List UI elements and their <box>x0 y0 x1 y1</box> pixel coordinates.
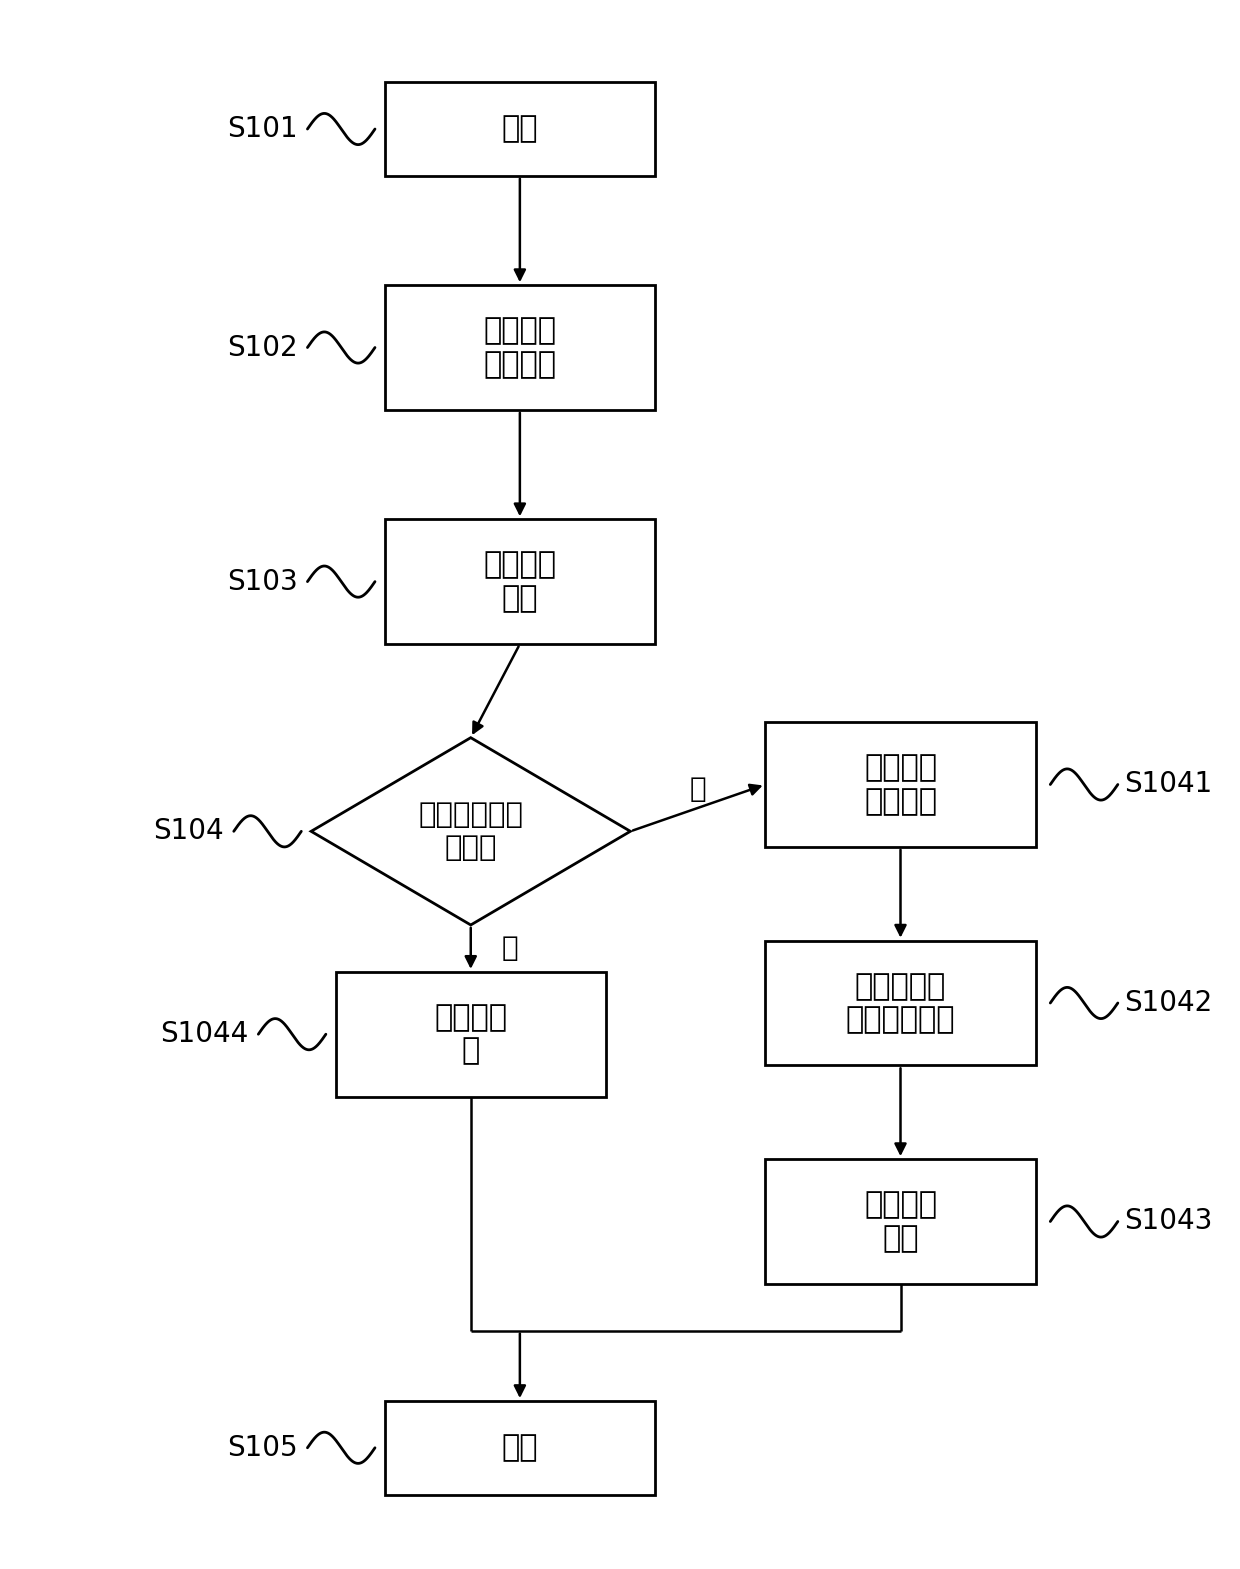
Text: 输出人体
特征信息: 输出人体 特征信息 <box>864 753 937 816</box>
Bar <box>765 722 1035 847</box>
Text: 人体特征
识别: 人体特征 识别 <box>484 551 557 613</box>
Bar <box>384 519 655 643</box>
Polygon shape <box>311 737 630 926</box>
Text: S105: S105 <box>227 1434 298 1462</box>
Bar <box>765 940 1035 1065</box>
Bar <box>384 82 655 176</box>
Text: 采集目标
环境图像: 采集目标 环境图像 <box>484 317 557 378</box>
Text: 计算体表温
度、受热范围: 计算体表温 度、受热范围 <box>846 971 955 1034</box>
Text: S1043: S1043 <box>1123 1208 1213 1235</box>
Bar <box>765 1159 1035 1283</box>
Text: S1041: S1041 <box>1123 770 1213 799</box>
Text: S1042: S1042 <box>1123 988 1213 1017</box>
Text: S104: S104 <box>154 817 224 846</box>
Text: 完成: 完成 <box>502 1434 538 1462</box>
Bar <box>336 971 606 1097</box>
Text: 是否检测到人
体特征: 是否检测到人 体特征 <box>418 802 523 861</box>
Bar <box>384 286 655 410</box>
Text: S103: S103 <box>227 568 298 596</box>
Text: S101: S101 <box>227 115 298 143</box>
Text: 是: 是 <box>689 775 707 803</box>
Text: S1044: S1044 <box>160 1020 248 1048</box>
Text: 开始: 开始 <box>502 115 538 143</box>
Text: S102: S102 <box>227 334 298 361</box>
Text: 输出控制
信号: 输出控制 信号 <box>864 1191 937 1252</box>
Bar <box>384 1401 655 1495</box>
Text: 否: 否 <box>501 935 518 962</box>
Text: 关闭电暖
扇: 关闭电暖 扇 <box>434 1003 507 1065</box>
